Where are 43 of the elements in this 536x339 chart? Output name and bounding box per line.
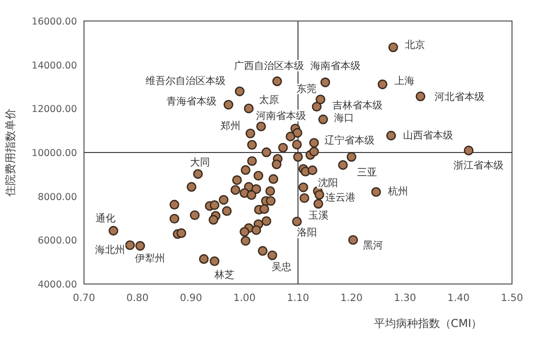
annotation: 河北省本级 <box>434 91 485 104</box>
annotation: 伊犁州 <box>135 252 166 265</box>
annotation: 青海省本级 <box>166 95 216 108</box>
annotation: 黑河 <box>363 240 384 252</box>
annotation: 上海 <box>394 75 415 88</box>
x-tick-label: 1.20 <box>340 293 363 304</box>
y-tick-label: 10000.00 <box>32 148 77 159</box>
annotation: 浙江省本级 <box>454 159 504 172</box>
annotation: 太原 <box>258 94 279 106</box>
annotation: 辽宁省本级 <box>324 134 374 147</box>
x-tick-label: 0.70 <box>72 293 96 304</box>
x-tick-label: 1.50 <box>500 293 524 304</box>
annotation: 通化 <box>95 212 116 224</box>
annotation: 维吾尔自治区本级 <box>146 75 226 88</box>
annotation: 海北州 <box>95 244 126 256</box>
y-tick-label: 12000.00 <box>32 104 77 116</box>
annotation: 杭州 <box>387 186 408 198</box>
annotation: 郑州 <box>220 120 240 132</box>
annotation: 玉溪 <box>308 210 328 222</box>
x-tick-label: 0.90 <box>180 293 202 304</box>
y-axis-title: 住院费用指数单价 <box>4 108 17 196</box>
annotation: 连云港 <box>325 192 356 204</box>
y-tick-label: 16000.00 <box>32 16 77 28</box>
annotation: 北京 <box>405 39 426 52</box>
y-tick-label: 8000.00 <box>38 192 77 203</box>
x-tick-label: 1.10 <box>286 293 310 304</box>
x-tick-label: 1.40 <box>447 293 470 304</box>
annotation: 吴忠 <box>271 261 292 274</box>
y-tick-label: 14000.00 <box>32 60 77 72</box>
annotation: 海南省本级 <box>310 60 360 72</box>
annotation: 林芝 <box>214 268 235 281</box>
annotation: 吉林省本级 <box>332 99 383 112</box>
annotation: 海口 <box>334 112 354 124</box>
y-tick-label: 6000.00 <box>38 236 77 247</box>
annotation: 山西省本级 <box>403 129 454 142</box>
x-tick-label: 0.80 <box>126 293 149 304</box>
x-tick-label: 1.30 <box>394 293 416 304</box>
annotation: 大同 <box>190 156 210 169</box>
x-tick-label: 1.00 <box>233 293 256 304</box>
y-tick-label: 4000.00 <box>38 280 77 290</box>
annotation: 三亚 <box>356 168 377 179</box>
x-axis-title: 平均病种指数（CMI） <box>374 317 482 330</box>
annotation: 沈阳 <box>318 176 338 189</box>
